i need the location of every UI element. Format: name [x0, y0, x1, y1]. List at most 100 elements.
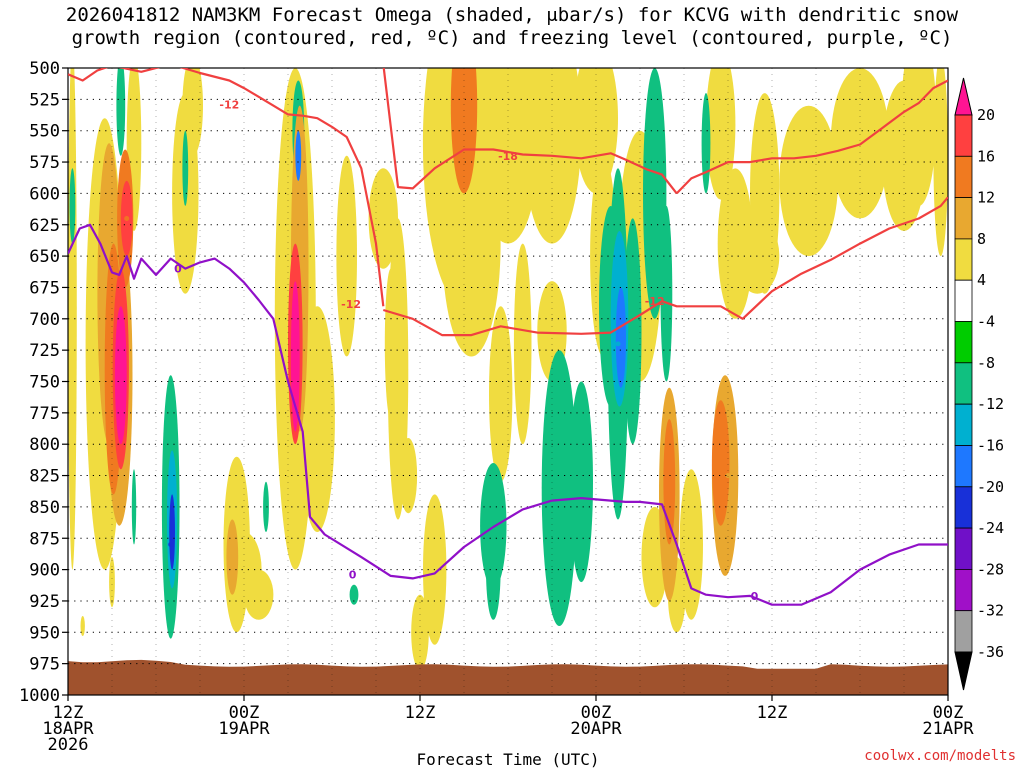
omega-shade-blob: [513, 243, 532, 445]
omega-shade-blob: [109, 557, 115, 608]
omega-shade-blob: [779, 105, 838, 257]
y-tick-label: 525: [29, 90, 60, 110]
y-tick-label: 900: [29, 561, 60, 581]
colorbar-segment: [954, 569, 973, 612]
source-credit[interactable]: coolwx.com/modelts: [864, 748, 1016, 764]
omega-shade-blob: [660, 205, 673, 382]
colorbar-label: -24: [977, 519, 1004, 537]
x-tick-label: 12Z: [405, 703, 436, 723]
contour-line: [68, 68, 385, 307]
omega-shade-blob: [569, 381, 593, 583]
omega-cell-mark: [549, 479, 555, 485]
omega-shade-blob: [384, 268, 397, 420]
omega-shade-blob: [116, 68, 126, 156]
colorbar-top-arrow: [954, 77, 973, 116]
chart-title-line-2: growth region (contoured, red, ºC) and f…: [71, 27, 953, 49]
omega-shade-blob: [69, 168, 76, 244]
omega-cell-mark: [292, 341, 298, 347]
colorbar-label: -12: [977, 395, 1004, 413]
temperature-contours: -12 -18 -12 -12 0 0 0: [68, 68, 948, 606]
colorbar-segment: [954, 527, 973, 570]
y-tick-label: 750: [29, 373, 60, 393]
y-tick-label: 875: [29, 529, 60, 549]
y-tick-label: 600: [29, 184, 60, 204]
colorbar-segment: [954, 362, 973, 405]
y-tick-label: 625: [29, 216, 60, 236]
omega-shade-blob: [263, 481, 269, 532]
y-tick-label: 550: [29, 122, 60, 142]
colorbar-label: 4: [977, 271, 986, 289]
colorbar-label: -16: [977, 436, 1004, 454]
omega-cell-mark: [725, 473, 731, 479]
y-tick-label: 925: [29, 592, 60, 612]
colorbar-segment: [954, 486, 973, 529]
y-tick-label: 850: [29, 498, 60, 518]
omega-shade-blob: [182, 68, 203, 156]
y-tick-label: 700: [29, 310, 60, 330]
omega-shade-blob: [615, 287, 627, 388]
chart-title-line-1: 2026041812 NAM3KM Forecast Omega (shaded…: [65, 4, 959, 26]
contour-line: [68, 223, 948, 606]
contour-label: 0: [349, 569, 357, 582]
y-tick-label: 800: [29, 435, 60, 455]
colorbar-segment: [954, 114, 973, 157]
omega-shade-blob: [701, 93, 711, 194]
y-tick-label: 650: [29, 247, 60, 267]
x-tick-label: 19APR: [218, 719, 270, 739]
omega-shade-blob: [901, 68, 937, 206]
x-tick-label: 20APR: [570, 719, 622, 739]
y-tick-label: 1000: [19, 686, 60, 706]
omega-shade-blob: [486, 519, 501, 620]
y-tick-label: 975: [29, 655, 60, 675]
omega-shade-blob: [450, 68, 478, 194]
contour-label: -12: [645, 295, 665, 308]
colorbar-bottom-arrow: [954, 651, 973, 691]
x-tick-label: 12Z: [757, 703, 788, 723]
colorbar-label: -8: [977, 354, 995, 372]
x-axis-label: Forecast Time (UTC): [416, 750, 599, 768]
omega-shade-blob: [643, 68, 667, 319]
colorbar-label: 12: [977, 189, 995, 207]
omega-shade-blob: [399, 438, 418, 514]
omega-shade-blob: [68, 68, 77, 570]
y-tick-label: 950: [29, 623, 60, 643]
colorbar-label: -20: [977, 478, 1004, 496]
omega-shade-blob: [295, 130, 302, 181]
y-tick-label: 500: [29, 59, 60, 79]
omega-shade-blob: [679, 469, 703, 620]
contour-line: [382, 68, 678, 195]
colorbar-label: -32: [977, 602, 1004, 620]
omega-shade-blob: [336, 155, 358, 357]
x-tick-label: 00Z: [581, 703, 612, 723]
omega-shade-blob: [349, 584, 359, 605]
omega-shade-blob: [244, 569, 274, 620]
contour-label: -18: [498, 150, 518, 163]
y-tick-label: 775: [29, 404, 60, 424]
colorbar-legend: 20 16 12 8 4 -4 -8 -12 -16 -20 -24 -28 -32 -36: [954, 77, 1004, 691]
omega-shade-blob: [541, 350, 577, 626]
colorbar-label: -4: [977, 313, 995, 331]
omega-shade-blob: [489, 306, 513, 482]
colorbar-label: 20: [977, 106, 995, 124]
chart-title: 2026041812 NAM3KM Forecast Omega (shaded…: [0, 4, 1024, 50]
contour-label: -12: [219, 98, 239, 111]
colorbar-segment: [954, 279, 973, 322]
y-tick-label: 725: [29, 341, 60, 361]
x-tick-label: 21APR: [922, 719, 974, 739]
colorbar-label: -28: [977, 560, 1004, 578]
omega-cell-mark: [461, 103, 467, 109]
colorbar-segment: [954, 197, 973, 240]
omega-shade-blob: [182, 130, 189, 206]
colorbar-segment: [954, 321, 973, 364]
omega-shade-blob: [114, 306, 127, 445]
contour-label: 0: [174, 263, 182, 276]
omega-cell-mark: [116, 366, 122, 372]
y-axis: 500 525 550 575 600 625 650 675 700 725 750 775 800 8…: [19, 59, 68, 706]
grid-lines: [68, 68, 948, 695]
omega-cell-mark: [615, 341, 621, 347]
colorbar-label: 16: [977, 147, 995, 165]
contour-line: [675, 79, 948, 195]
y-tick-label: 575: [29, 153, 60, 173]
omega-shade-blob: [131, 469, 137, 545]
